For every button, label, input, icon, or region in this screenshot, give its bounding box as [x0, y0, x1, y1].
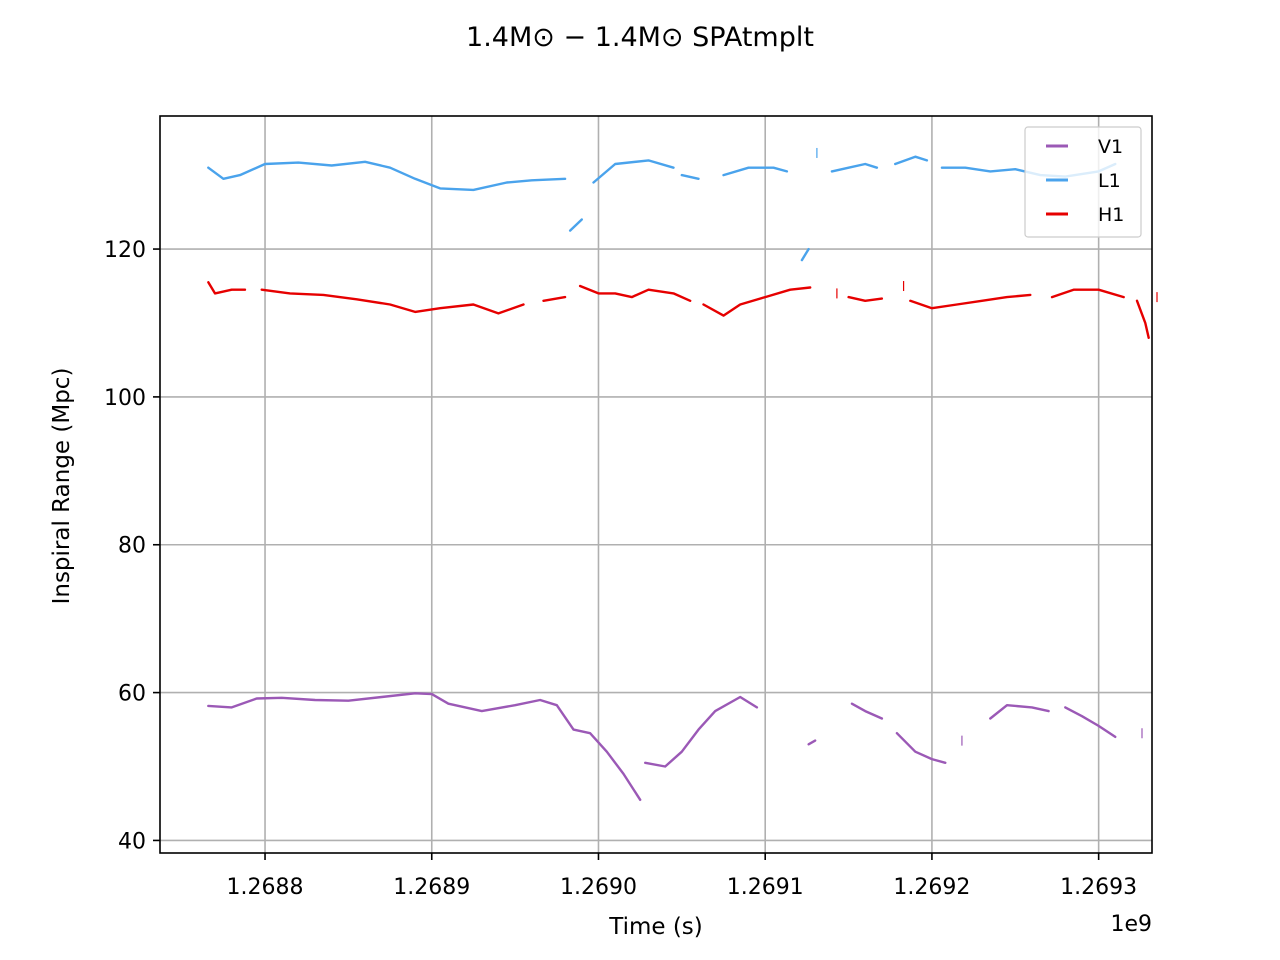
y-tick-label: 120 — [104, 238, 146, 263]
series-segment — [207, 160, 567, 192]
chart-title: 1.4M⊙ − 1.4M⊙ SPAtmplt — [466, 22, 814, 53]
legend: V1 L1 H1 — [1024, 126, 1142, 238]
x-tick-label: 1.2692 — [893, 875, 970, 900]
series-segment — [722, 166, 789, 177]
series-segment — [800, 247, 810, 262]
x-tick-label: 1.2693 — [1060, 875, 1137, 900]
series-segment — [830, 162, 879, 173]
series-segment — [568, 218, 583, 232]
series-layer — [207, 147, 1158, 801]
x-offset-label: 1e9 — [1110, 912, 1152, 937]
series-segment — [909, 293, 1032, 310]
series-segment — [207, 692, 642, 801]
series-segment — [894, 155, 929, 166]
x-tick-label: 1.2688 — [227, 875, 304, 900]
legend-box — [1024, 126, 1142, 238]
series-segment — [1064, 706, 1117, 739]
series-segment — [680, 173, 700, 180]
series-segment — [807, 739, 817, 746]
series-segment — [207, 281, 247, 295]
series-h1 — [207, 281, 1158, 339]
chart-title-text: 1.4M⊙ − 1.4M⊙ SPAtmplt — [466, 22, 814, 53]
series-segment — [850, 702, 884, 720]
series-segment — [702, 286, 812, 317]
y-tick-label: 60 — [118, 682, 146, 707]
series-segment — [578, 284, 692, 302]
y-axis-label: Inspiral Range (Mpc) — [49, 368, 75, 605]
series-segment — [542, 295, 567, 302]
legend-label-l1: L1 — [1098, 170, 1121, 192]
y-tick-label: 100 — [104, 386, 146, 411]
series-segment — [644, 695, 759, 768]
x-tick-label: 1.2689 — [393, 875, 470, 900]
legend-label-v1: V1 — [1098, 136, 1123, 158]
series-v1 — [207, 692, 1143, 801]
series-segment — [895, 732, 947, 764]
plot-frame — [159, 115, 1153, 854]
legend-label-h1: H1 — [1098, 204, 1124, 226]
grid-layer — [160, 116, 1152, 853]
series-segment — [592, 159, 675, 184]
x-tick-label: 1.2691 — [727, 875, 804, 900]
x-axis-label: Time (s) — [608, 914, 703, 940]
series-segment — [1050, 288, 1125, 299]
y-tick-label: 80 — [118, 534, 146, 559]
series-l1 — [207, 147, 1117, 262]
series-segment — [989, 704, 1050, 720]
y-tick-label: 40 — [118, 829, 146, 854]
series-segment — [260, 288, 525, 315]
tick-layer: 1.2688 1.2689 1.2690 1.2691 1.2692 1.2693 40 60… — [104, 238, 1137, 900]
x-tick-label: 1.2690 — [560, 875, 637, 900]
series-segment — [1135, 299, 1150, 339]
series-segment — [847, 295, 884, 302]
